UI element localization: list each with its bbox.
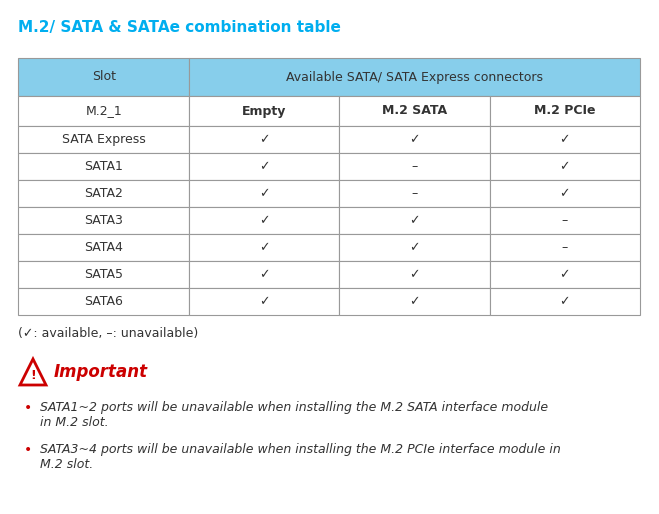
Text: ✓: ✓ [259, 187, 270, 200]
Text: ✓: ✓ [409, 295, 420, 308]
Bar [490, 180, 640, 207]
Text: –: – [411, 160, 418, 173]
Bar [189, 126, 339, 153]
Text: ✓: ✓ [559, 133, 570, 146]
Bar [189, 207, 339, 234]
Bar [18, 207, 189, 234]
Text: SATA3: SATA3 [84, 214, 123, 227]
Text: ✓: ✓ [259, 133, 270, 146]
Text: •: • [24, 443, 32, 457]
Text: Slot: Slot [92, 70, 116, 83]
Text: –: – [561, 214, 568, 227]
Text: ✓: ✓ [559, 160, 570, 173]
Text: ✓: ✓ [559, 268, 570, 281]
Text: SATA Express: SATA Express [62, 133, 146, 146]
Text: SATA1~2 ports will be unavailable when installing the M.2 SATA interface module
: SATA1~2 ports will be unavailable when i… [40, 401, 548, 429]
Text: (✓: available, –: unavailable): (✓: available, –: unavailable) [18, 327, 198, 340]
Text: M.2_1: M.2_1 [85, 104, 122, 118]
Bar [18, 153, 189, 180]
Text: SATA5: SATA5 [84, 268, 123, 281]
Text: ✓: ✓ [259, 295, 270, 308]
Text: –: – [411, 187, 418, 200]
Bar [339, 288, 490, 315]
Polygon shape [20, 359, 46, 385]
Bar [339, 234, 490, 261]
Bar [18, 58, 189, 96]
Bar [189, 261, 339, 288]
Bar [339, 153, 490, 180]
Bar [490, 207, 640, 234]
Text: SATA6: SATA6 [84, 295, 123, 308]
Text: ✓: ✓ [409, 214, 420, 227]
Bar [490, 153, 640, 180]
Bar [189, 288, 339, 315]
Bar [18, 126, 189, 153]
Text: ✓: ✓ [259, 241, 270, 254]
Bar [339, 207, 490, 234]
Text: M.2 SATA: M.2 SATA [382, 104, 447, 118]
Bar [339, 261, 490, 288]
Text: ✓: ✓ [559, 295, 570, 308]
Text: ✓: ✓ [259, 268, 270, 281]
Bar [18, 180, 189, 207]
Text: ✓: ✓ [409, 133, 420, 146]
Bar [189, 180, 339, 207]
Bar [490, 234, 640, 261]
Bar [18, 234, 189, 261]
Text: –: – [561, 241, 568, 254]
Bar [339, 126, 490, 153]
Bar [339, 180, 490, 207]
Text: Empty: Empty [243, 104, 287, 118]
Text: M.2/ SATA & SATAe combination table: M.2/ SATA & SATAe combination table [18, 20, 341, 35]
Text: SATA4: SATA4 [84, 241, 123, 254]
Text: M.2 PCIe: M.2 PCIe [534, 104, 596, 118]
Bar [490, 96, 640, 126]
Bar [189, 153, 339, 180]
Text: SATA1: SATA1 [84, 160, 123, 173]
Bar [490, 126, 640, 153]
Text: ✓: ✓ [409, 268, 420, 281]
Text: ✓: ✓ [259, 214, 270, 227]
Text: •: • [24, 401, 32, 415]
Bar [18, 261, 189, 288]
Text: SATA2: SATA2 [84, 187, 123, 200]
Text: Available SATA/ SATA Express connectors: Available SATA/ SATA Express connectors [286, 70, 543, 83]
Bar [18, 288, 189, 315]
Bar [189, 96, 339, 126]
Text: ✓: ✓ [559, 187, 570, 200]
Text: !: ! [30, 369, 36, 381]
Text: SATA3~4 ports will be unavailable when installing the M.2 PCIe interface module : SATA3~4 ports will be unavailable when i… [40, 443, 561, 471]
Bar [189, 234, 339, 261]
Bar [189, 58, 640, 96]
Text: Important: Important [54, 363, 148, 381]
Bar [490, 261, 640, 288]
Bar [339, 96, 490, 126]
Bar [490, 288, 640, 315]
Bar [18, 96, 189, 126]
Text: ✓: ✓ [259, 160, 270, 173]
Text: ✓: ✓ [409, 241, 420, 254]
